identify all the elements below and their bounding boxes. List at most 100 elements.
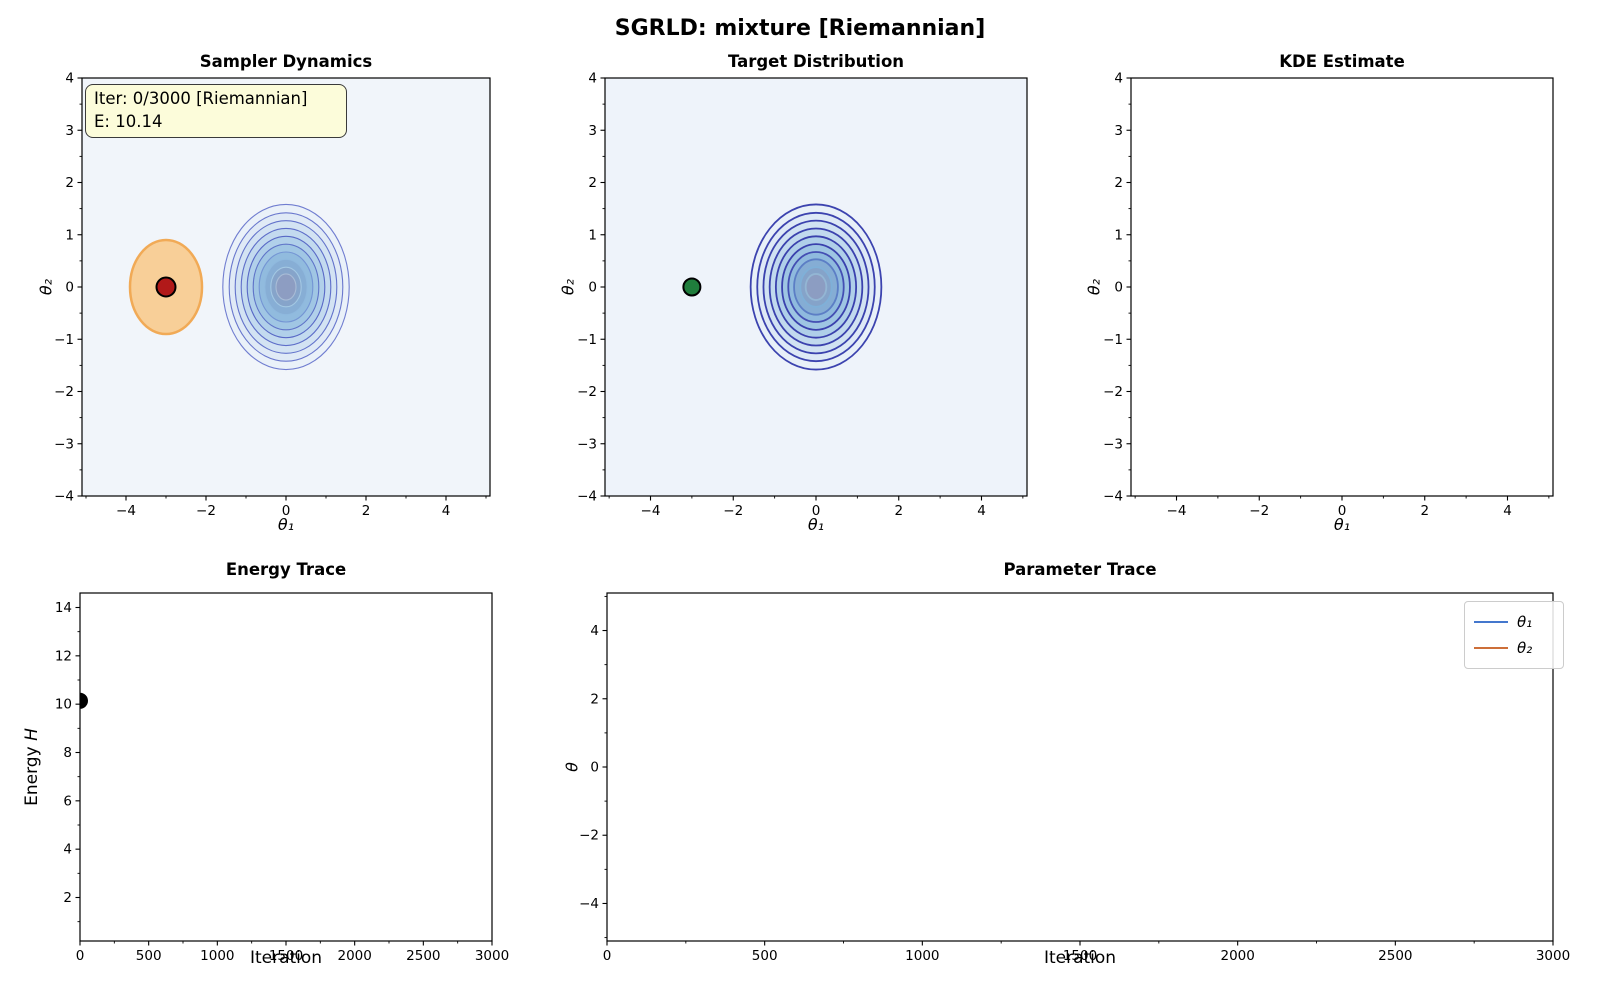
y-tick-label: −2 — [1103, 384, 1123, 400]
y-tick-label: 2 — [590, 691, 599, 707]
x-tick-label: 4 — [442, 503, 451, 519]
x-tick-label: 2 — [894, 503, 903, 519]
y-tick-label: −2 — [577, 384, 597, 400]
y-tick-label: 3 — [588, 123, 597, 139]
y-tick-label: −4 — [577, 489, 597, 505]
x-tick-label: 1000 — [905, 948, 939, 964]
y-tick-label: −3 — [577, 436, 597, 452]
annotation-energy-line: E: 10.14 — [94, 112, 163, 131]
x-tick-label: 4 — [977, 503, 986, 519]
x-tick-label: 2000 — [337, 948, 371, 964]
y-tick-label: 8 — [63, 745, 72, 761]
x-tick-label: 1000 — [200, 948, 234, 964]
y-tick-label: −1 — [1103, 332, 1123, 348]
ylabel-theta2-sampler: θ₂ — [36, 278, 56, 296]
y-tick-label: 10 — [55, 697, 72, 713]
x-tick-label: 0 — [282, 503, 291, 519]
x-tick-label: 500 — [752, 948, 778, 964]
title-kde-estimate: KDE Estimate — [1279, 52, 1405, 71]
plot-content — [80, 692, 88, 709]
y-tick-label: −1 — [577, 332, 597, 348]
x-tick-label: 0 — [603, 948, 612, 964]
y-tick-label: 4 — [65, 71, 74, 87]
y-tick-label: 2 — [65, 175, 74, 191]
xlabel-iteration-energy: Iteration — [249, 948, 323, 968]
y-tick-label: −1 — [54, 332, 74, 348]
y-tick-label: −2 — [579, 828, 599, 844]
y-tick-label: −4 — [54, 489, 74, 505]
y-tick-label: 2 — [588, 175, 597, 191]
x-tick-label: −2 — [1249, 503, 1269, 519]
x-tick-label: 0 — [1338, 503, 1347, 519]
x-tick-label: −2 — [723, 503, 743, 519]
ylabel-energy-var: H — [22, 728, 42, 741]
y-tick-label: 0 — [65, 280, 74, 296]
title-target-distribution: Target Distribution — [727, 52, 905, 71]
y-tick-label: 4 — [63, 842, 72, 858]
y-tick-label: 1 — [65, 227, 74, 243]
y-tick-label: 0 — [590, 760, 599, 776]
legend-item-theta2: θ₂ — [1474, 635, 1554, 661]
plot-background — [1131, 78, 1553, 496]
energy-point — [80, 692, 88, 709]
iteration-annotation: Iter: 0/3000 [Riemannian] E: 10.14 — [85, 84, 347, 138]
y-tick-label: 4 — [1114, 71, 1123, 87]
x-tick-label: −2 — [196, 503, 216, 519]
y-tick-label: −4 — [579, 896, 599, 912]
y-tick-label: 1 — [588, 227, 597, 243]
legend-line-theta1 — [1474, 621, 1508, 623]
y-tick-label: 2 — [63, 890, 72, 906]
x-tick-label: 2 — [1420, 503, 1429, 519]
legend-item-theta1: θ₁ — [1474, 609, 1554, 635]
contour-level — [804, 273, 828, 301]
y-tick-label: 0 — [1114, 280, 1123, 296]
x-tick-label: 2000 — [1220, 948, 1254, 964]
xlabel-iteration-parameter: Iteration — [1043, 948, 1117, 968]
y-tick-label: −3 — [1103, 436, 1123, 452]
x-tick-label: 3000 — [475, 948, 509, 964]
x-tick-label: 4 — [1503, 503, 1512, 519]
y-tick-label: 12 — [55, 648, 72, 664]
y-tick-label: 2 — [1114, 175, 1123, 191]
title-sampler-dynamics: Sampler Dynamics — [199, 52, 373, 71]
plot-background — [607, 593, 1553, 941]
xlabel-theta1-sampler: θ₁ — [277, 515, 295, 534]
plot-background — [80, 593, 492, 941]
mixture-mode-marker — [682, 277, 702, 297]
y-tick-label: 1 — [1114, 227, 1123, 243]
y-tick-label: −2 — [54, 384, 74, 400]
xlabel-theta1-target: θ₁ — [807, 515, 825, 534]
x-tick-label: 2500 — [1378, 948, 1412, 964]
legend-line-theta2 — [1474, 647, 1508, 649]
x-tick-label: −4 — [641, 503, 661, 519]
y-tick-label: 3 — [1114, 123, 1123, 139]
annotation-iter-line: Iter: 0/3000 [Riemannian] — [94, 89, 308, 108]
y-tick-label: −3 — [54, 436, 74, 452]
ylabel-theta-parameter: θ — [562, 762, 582, 772]
legend-label-theta1: θ₁ — [1517, 613, 1533, 631]
plot-content — [128, 203, 350, 371]
x-tick-label: 0 — [76, 948, 85, 964]
figure-title: SGRLD: mixture [Riemannian] — [614, 16, 986, 41]
x-tick-label: −4 — [116, 503, 136, 519]
y-tick-label: 4 — [590, 623, 599, 639]
contour-level — [275, 273, 297, 301]
y-tick-label: 3 — [65, 123, 74, 139]
y-tick-label: 0 — [588, 280, 597, 296]
y-tick-label: 4 — [588, 71, 597, 87]
title-parameter-trace: Parameter Trace — [1003, 560, 1157, 579]
plot-content — [682, 203, 883, 371]
title-energy-trace: Energy Trace — [225, 560, 347, 579]
ylabel-energy: Energy H — [22, 728, 42, 806]
y-tick-label: −4 — [1103, 489, 1123, 505]
x-tick-label: −4 — [1167, 503, 1187, 519]
current-sample-marker — [155, 276, 177, 298]
x-tick-label: 500 — [136, 948, 162, 964]
parameter-trace-legend: θ₁ θ₂ — [1464, 601, 1564, 669]
x-tick-label: 1500 — [1063, 948, 1097, 964]
y-tick-label: 6 — [63, 793, 72, 809]
x-tick-label: 0 — [812, 503, 821, 519]
xlabel-theta1-kde: θ₁ — [1333, 515, 1351, 534]
